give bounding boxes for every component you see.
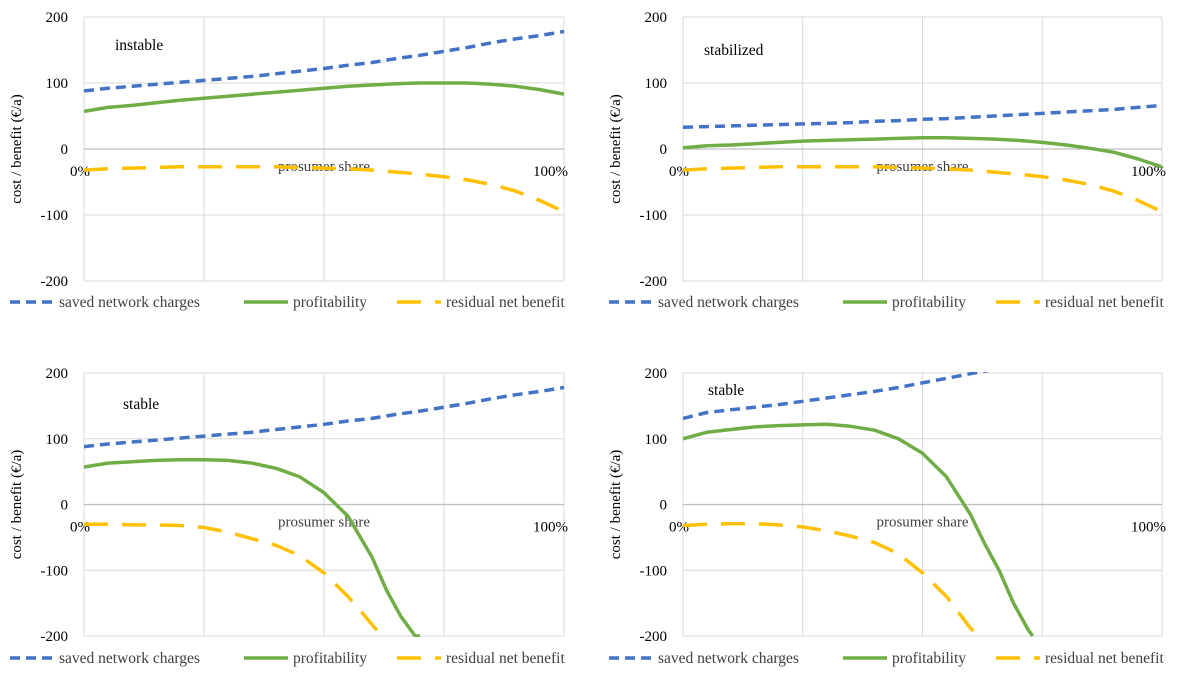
y-tick-label: 100 — [645, 76, 668, 92]
chart-title: stable — [123, 396, 159, 413]
x-tick-label: 0% — [70, 164, 90, 180]
series-line-profit — [84, 458, 420, 637]
y-axis-label: cost / benefit (€/a) — [9, 94, 25, 204]
legend-label-residual: residual net benefit — [446, 650, 565, 667]
legend-label-profit: profitability — [293, 650, 367, 667]
chart-panel-4: 200 100 0 -100 -200 0% 100% prosumer share cost … — [608, 366, 1166, 667]
y-tick-label: 200 — [645, 10, 668, 26]
series-line-saved — [683, 372, 990, 421]
x-tick-label: 100% — [533, 164, 568, 180]
y-tick-label: -200 — [41, 274, 69, 290]
y-tick-label: 200 — [46, 366, 69, 382]
series-line-profit — [683, 422, 1035, 637]
x-tick-label: 100% — [1131, 520, 1166, 536]
chart-title: instable — [115, 37, 163, 54]
y-axis-label: cost / benefit (€/a) — [608, 450, 624, 560]
legend-label-residual: residual net benefit — [1045, 650, 1164, 667]
y-tick-label: 100 — [46, 76, 69, 92]
x-axis-label: prosumer share — [278, 515, 370, 531]
legend-label-saved: saved network charges — [658, 650, 799, 667]
x-tick-label: 0% — [70, 520, 90, 536]
legend-label-profit: profitability — [892, 650, 966, 667]
x-tick-label: 0% — [669, 164, 689, 180]
legend-label-residual: residual net benefit — [1045, 294, 1164, 311]
y-tick-label: 100 — [46, 432, 69, 448]
y-tick-label: -200 — [640, 274, 668, 290]
series-line-profit — [683, 136, 1162, 169]
legend-label-profit: profitability — [892, 294, 966, 311]
chart-title: stabilized — [704, 42, 764, 59]
legend-label-residual: residual net benefit — [446, 294, 565, 311]
y-tick-label: 0 — [660, 498, 668, 514]
legend-label-saved: saved network charges — [59, 294, 200, 311]
y-tick-label: 0 — [660, 142, 668, 158]
series-line-saved — [84, 29, 564, 93]
legend-label-profit: profitability — [293, 294, 367, 311]
y-tick-label: 0 — [61, 142, 69, 158]
y-tick-label: 100 — [645, 432, 668, 448]
x-tick-label: 100% — [1131, 164, 1166, 180]
y-tick-label: -100 — [41, 563, 69, 579]
series-line-residual — [84, 165, 564, 214]
y-tick-label: -100 — [640, 563, 668, 579]
series-line-profit — [84, 81, 564, 114]
y-tick-label: -100 — [640, 208, 668, 224]
legend-label-saved: saved network charges — [658, 294, 799, 311]
y-tick-label: -200 — [41, 629, 69, 645]
legend-label-saved: saved network charges — [59, 650, 200, 667]
x-tick-label: 0% — [669, 520, 689, 536]
chart-title: stable — [708, 382, 744, 399]
y-axis-label: cost / benefit (€/a) — [608, 94, 624, 204]
series-line-saved — [84, 385, 564, 449]
y-tick-label: -100 — [41, 208, 69, 224]
chart-panel-3: 200 100 0 -100 -200 0% 100% prosumer share cost … — [9, 366, 568, 667]
y-tick-label: 0 — [61, 498, 69, 514]
y-tick-label: -200 — [640, 629, 668, 645]
series-line-residual — [84, 522, 383, 637]
series-line-residual — [683, 165, 1162, 214]
x-tick-label: 100% — [533, 520, 568, 536]
series-line-residual — [683, 521, 982, 637]
y-tick-label: 200 — [46, 10, 69, 26]
y-tick-label: 200 — [645, 366, 668, 382]
y-axis-label: cost / benefit (€/a) — [9, 450, 25, 560]
x-axis-label: prosumer share — [876, 515, 968, 531]
